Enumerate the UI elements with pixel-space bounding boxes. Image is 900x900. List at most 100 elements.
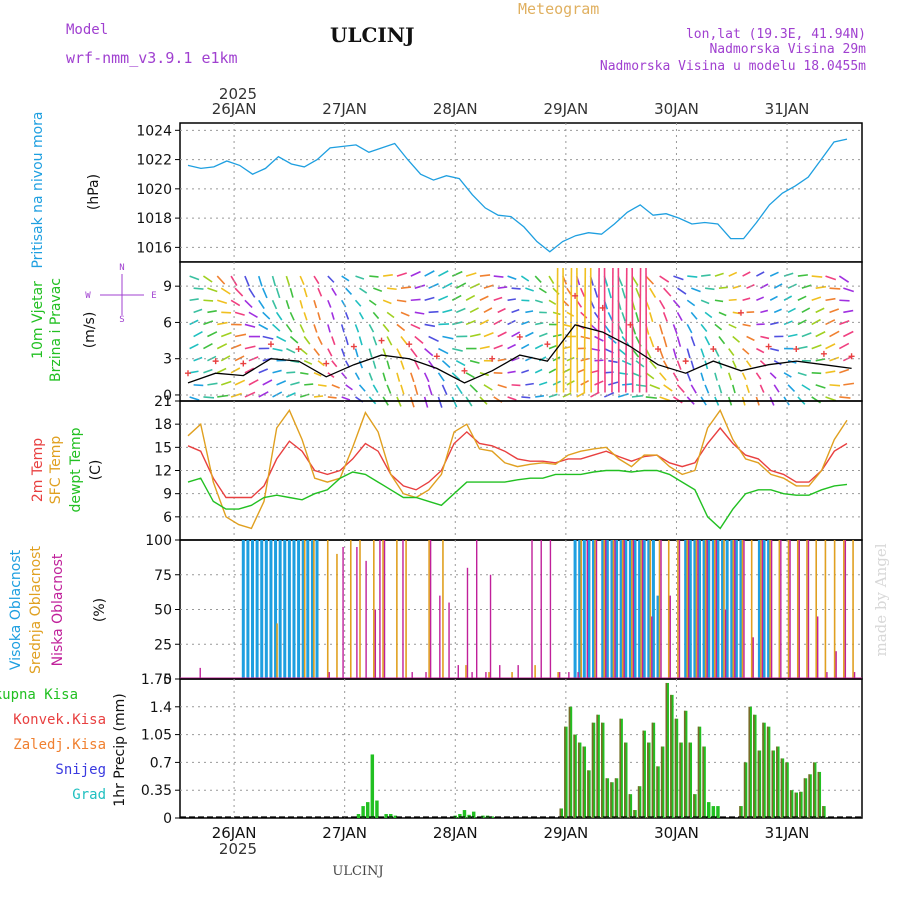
wind-barb-1 <box>203 396 215 399</box>
wind-gust-mark-23 <box>820 350 827 357</box>
pressure-ytick-label-1: 1018 <box>136 211 172 227</box>
precip-ytick-label-4: 1.4 <box>150 700 172 716</box>
wind-barb-216 <box>521 343 530 350</box>
legend-conv-rain: Konvek.Kisa <box>13 712 106 728</box>
wind-barb-115 <box>451 372 461 381</box>
conv-rain-bar-11 <box>610 782 612 818</box>
wind-barb-522 <box>769 271 779 277</box>
wind-barb-46 <box>825 396 837 402</box>
elevation-text: Nadmorska Visina 29m <box>709 42 866 57</box>
wind-barb-219 <box>562 345 572 350</box>
wind-barb-528 <box>555 268 559 393</box>
total-rain-bar-4 <box>375 800 379 818</box>
total-rain-bar-51 <box>739 806 743 818</box>
wind-barb-154 <box>331 360 338 368</box>
wind-barb-213 <box>479 345 490 350</box>
wind-barb-227 <box>672 348 678 359</box>
wind-gust-mark-19 <box>710 346 717 353</box>
wind-barb-429 <box>811 296 822 302</box>
low-cloud-ylabel: Niska Oblacnost <box>50 553 66 666</box>
total-rain-bar-53 <box>748 706 752 818</box>
conv-rain-bar-10 <box>605 778 608 818</box>
wind-barb-332 <box>797 319 807 326</box>
wind-barb-19 <box>451 396 458 408</box>
wind-barb-236 <box>797 345 808 350</box>
wind-barb-218 <box>548 344 558 350</box>
wind-barb-513 <box>645 275 655 285</box>
wind-barb-370 <box>662 312 668 322</box>
wind-barb-502 <box>493 275 504 278</box>
wind-barb-503 <box>507 275 517 280</box>
wind-ytick-label-0: 0 <box>163 388 172 404</box>
wind-barb-331 <box>783 320 793 326</box>
wind-barb-211 <box>452 347 463 352</box>
wind-barb-307 <box>452 321 463 326</box>
conv-rain-bar-29 <box>693 794 695 818</box>
wind-barb-98 <box>216 367 227 374</box>
dewtemp-ylabel: dewpt Temp <box>68 427 84 512</box>
wind-barb-526 <box>825 275 837 281</box>
wind-barb-500 <box>465 272 477 277</box>
conv-rain-bar-9 <box>601 722 603 818</box>
wind-barb-380 <box>801 307 811 314</box>
wind-barb-284 <box>801 332 812 338</box>
wind-barb-4 <box>244 391 256 398</box>
wind-barb-241 <box>207 331 218 338</box>
conv-rain-bar-41 <box>780 758 783 818</box>
top-x-tick-5: 31JAN <box>765 100 810 118</box>
total-rain-bar-18 <box>568 706 573 818</box>
legend-freezing-rain: Zaledj.Kisa <box>13 737 106 753</box>
wind-barb-120 <box>521 369 530 374</box>
wind-barb-85 <box>704 384 710 394</box>
wind-barb-60 <box>358 384 366 392</box>
wind-barb-67 <box>455 384 463 395</box>
wind-barb-437 <box>261 287 268 299</box>
wind-barb-426 <box>769 295 778 301</box>
wind-barb-299 <box>340 324 345 333</box>
wind-barb-356 <box>469 307 479 314</box>
wind-barb-63 <box>400 384 405 395</box>
total-rain-bar-66 <box>808 774 812 818</box>
wind-barb-515 <box>673 275 684 281</box>
precip-panel: 0 0.35 0.7 1.05 1.4 1.75 <box>141 672 863 827</box>
wind-barb-527 <box>838 275 850 283</box>
wind-barb-534 <box>597 268 600 393</box>
wind-barb-409 <box>534 299 543 304</box>
wind-barb-422 <box>714 299 724 303</box>
conv-rain-bar-47 <box>808 774 810 818</box>
temp-ytick-label-2: 12 <box>154 464 172 480</box>
wind-barb-492 <box>355 275 365 280</box>
cloud-ytick-label-0: 0 <box>163 672 172 688</box>
total-rain-bar-68 <box>817 771 822 818</box>
wind-barb-27 <box>562 392 572 398</box>
wind-barb-204 <box>354 348 359 358</box>
conv-rain-bar-8 <box>596 714 598 818</box>
pressure-panel: 1016 1018 1020 1022 1024 <box>136 122 863 263</box>
wind-barb-372 <box>690 311 698 320</box>
wind-barb-434 <box>220 287 231 295</box>
wind-barb-35 <box>673 396 683 404</box>
station-title: ULCINJ <box>330 23 415 47</box>
conv-rain-bar-15 <box>628 794 631 818</box>
wind-barb-436 <box>248 287 256 298</box>
wind-barb-309 <box>479 319 489 326</box>
bottom-x-tick-2: 28JAN <box>433 824 478 842</box>
wind-barb-457 <box>538 287 547 294</box>
wind-barb-119 <box>507 370 516 374</box>
wind-barb-360 <box>525 310 534 314</box>
wind-barb-366 <box>607 312 614 322</box>
conv-rain-bar-18 <box>642 730 645 818</box>
wind-barb-303 <box>396 323 406 332</box>
total-rain-bar-29 <box>619 718 623 818</box>
wind-barb-390 <box>271 299 278 310</box>
wind-barb-152 <box>303 359 313 365</box>
wind-barb-461 <box>593 287 599 298</box>
wind-barb-351 <box>400 311 410 317</box>
total-rain-bar-10 <box>462 810 467 818</box>
total-rain-bar-57 <box>766 726 771 818</box>
wind-barb-497 <box>424 270 435 277</box>
top-x-tick-3: 29JAN <box>543 100 588 118</box>
wind-barb-230 <box>714 348 720 357</box>
wind-barb-293 <box>258 323 269 331</box>
wind-barb-466 <box>663 287 672 297</box>
